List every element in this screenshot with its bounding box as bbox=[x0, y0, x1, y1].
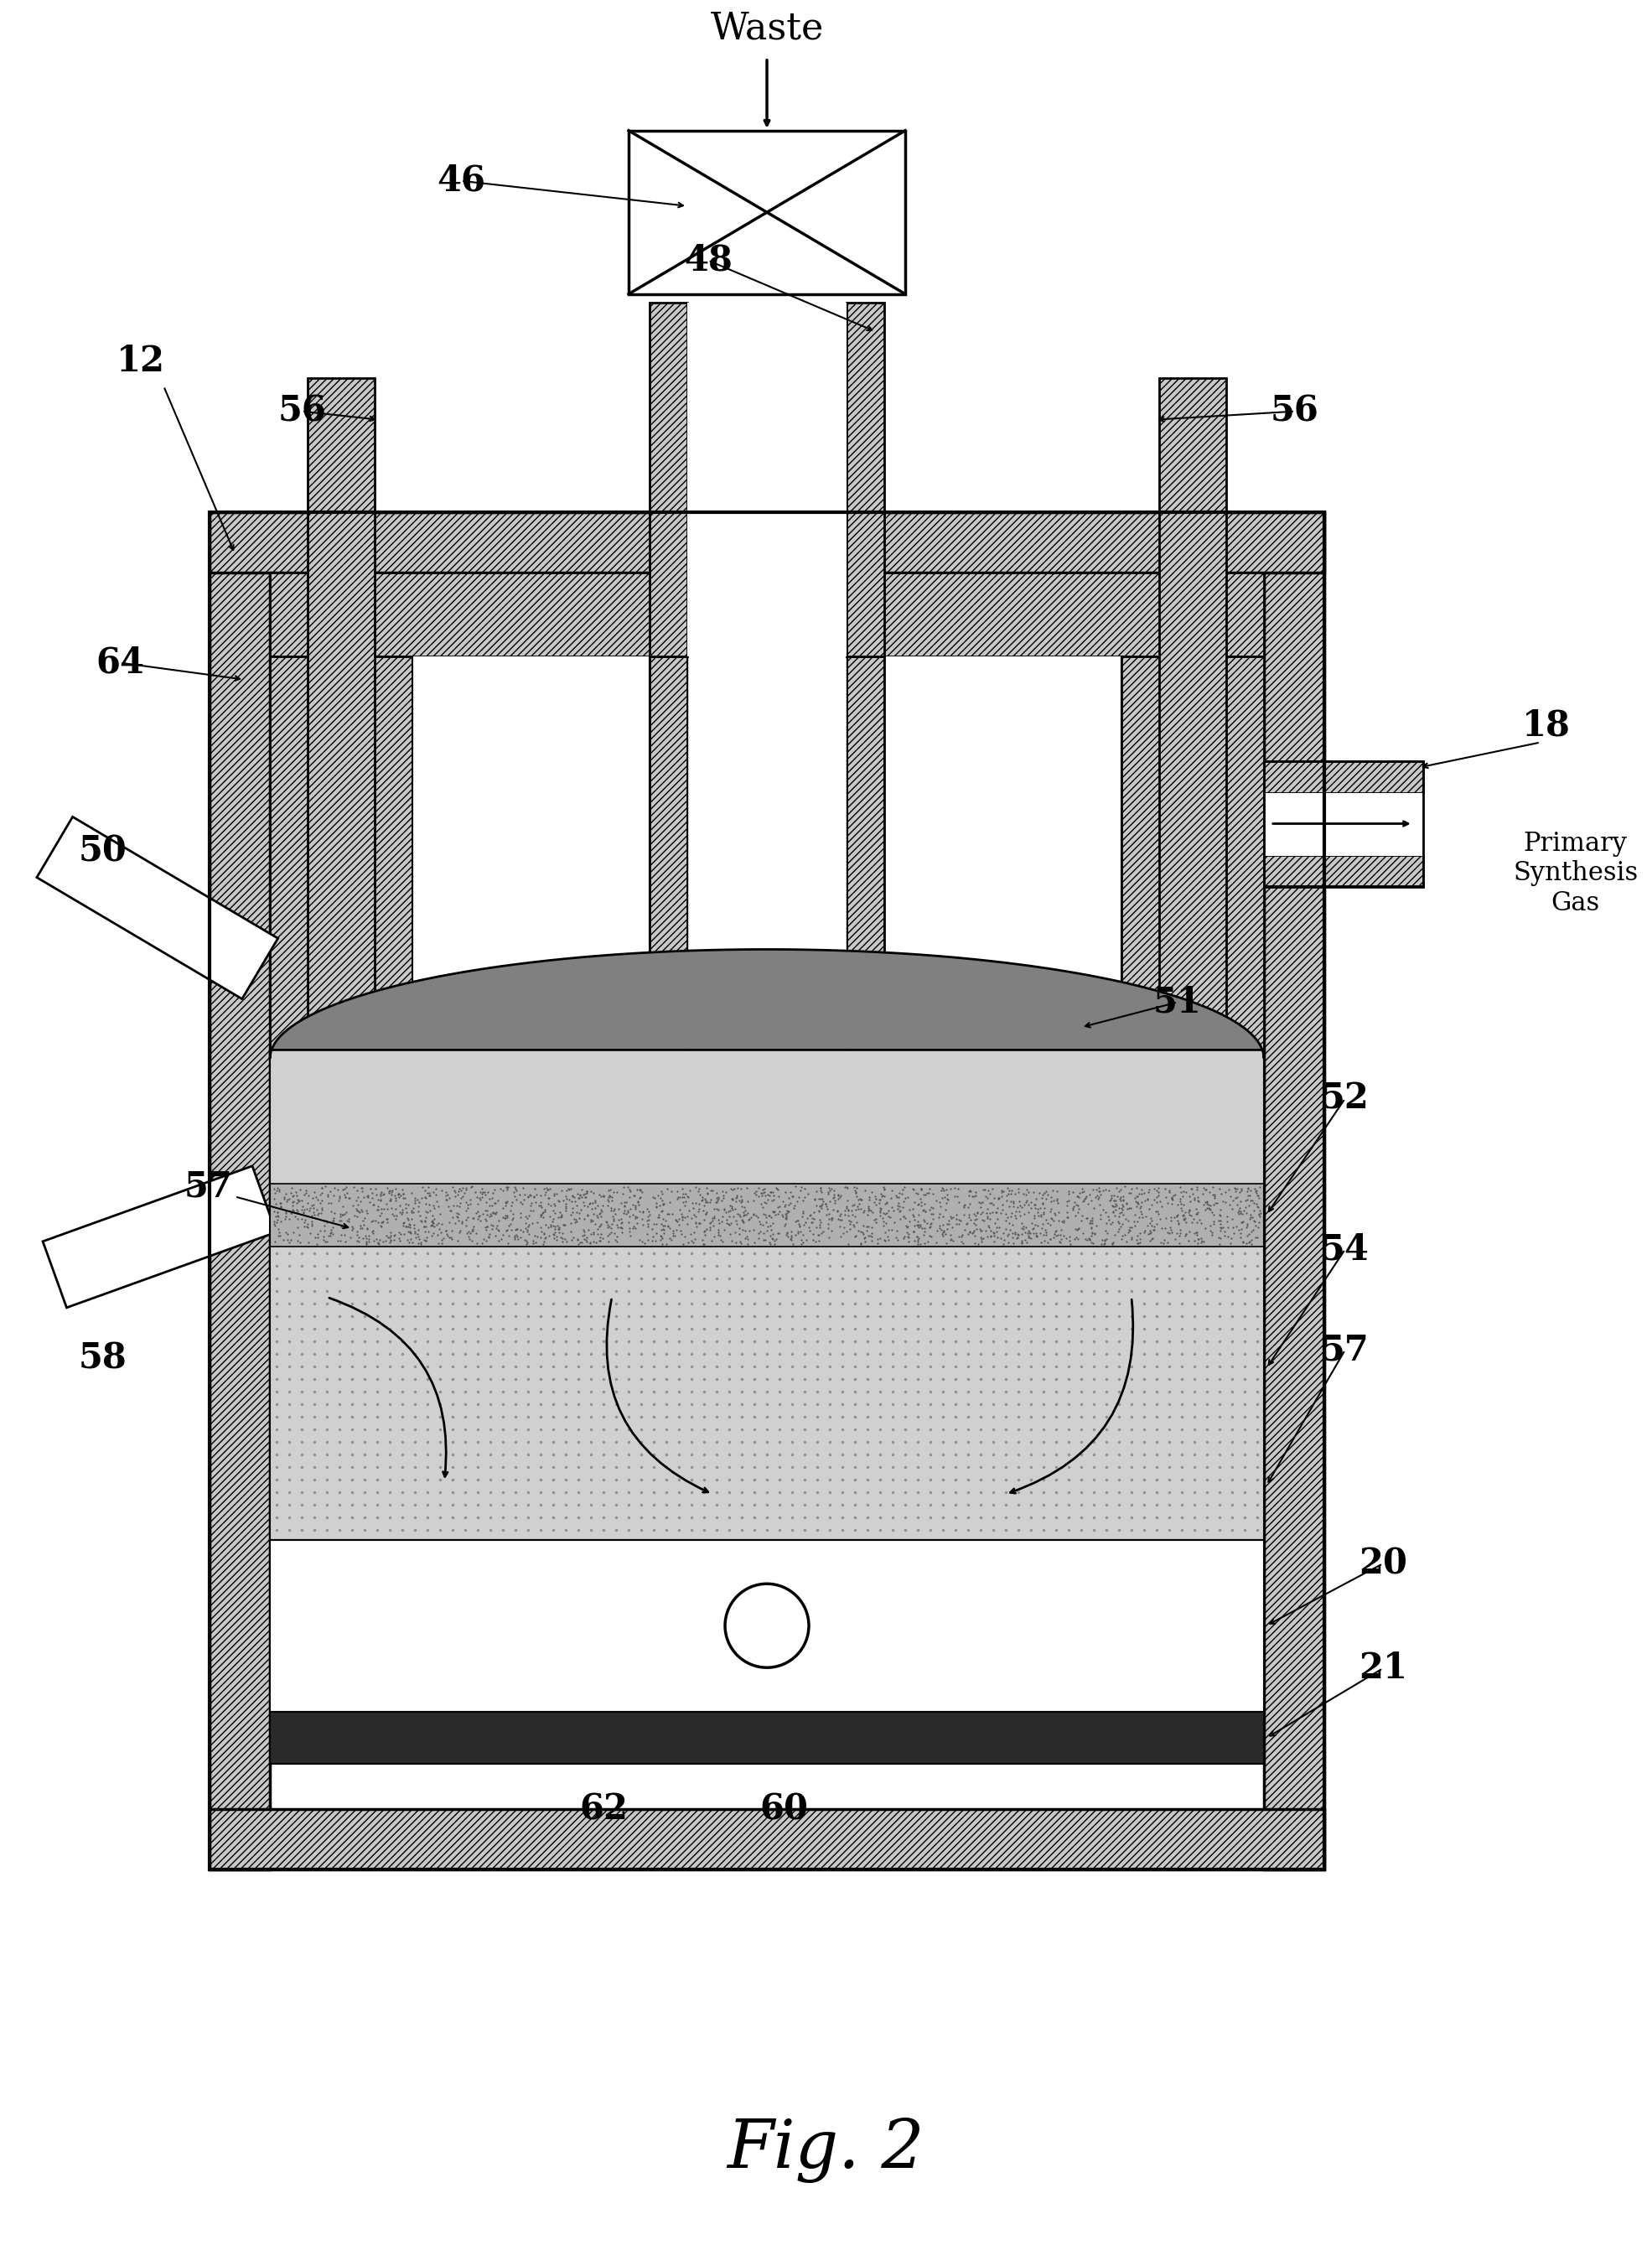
Bar bbox=[210, 512, 1325, 1870]
Text: Fig. 2: Fig. 2 bbox=[727, 2117, 925, 2182]
Bar bbox=[1264, 855, 1422, 887]
Text: 57: 57 bbox=[1322, 1331, 1370, 1367]
Text: 62: 62 bbox=[580, 1792, 628, 1827]
Text: Waste: Waste bbox=[710, 11, 824, 47]
Text: 48: 48 bbox=[684, 242, 732, 278]
Bar bbox=[269, 572, 1264, 656]
Polygon shape bbox=[269, 950, 1264, 1057]
Polygon shape bbox=[36, 817, 278, 999]
Bar bbox=[269, 1051, 1264, 1536]
Text: 21: 21 bbox=[1358, 1650, 1408, 1686]
Text: 51: 51 bbox=[1153, 986, 1201, 1019]
Text: 64: 64 bbox=[96, 644, 144, 680]
Text: 54: 54 bbox=[1322, 1233, 1370, 1266]
Text: 60: 60 bbox=[760, 1792, 808, 1827]
Text: 56: 56 bbox=[278, 393, 325, 429]
Bar bbox=[724, 1583, 811, 1670]
Bar bbox=[1264, 761, 1422, 887]
Polygon shape bbox=[43, 1165, 276, 1307]
Bar bbox=[649, 656, 687, 1051]
Bar bbox=[1122, 656, 1264, 1051]
Bar bbox=[1264, 792, 1422, 855]
Bar bbox=[210, 1809, 1325, 1870]
Text: 50: 50 bbox=[78, 833, 127, 869]
Bar bbox=[269, 1713, 1264, 1765]
Text: Primary
Synthesis
Gas: Primary Synthesis Gas bbox=[1513, 831, 1639, 916]
Text: 12: 12 bbox=[117, 343, 165, 379]
Bar bbox=[687, 656, 846, 1051]
Bar bbox=[1160, 377, 1226, 1051]
Bar bbox=[210, 512, 1325, 572]
Bar bbox=[269, 1246, 1264, 1540]
Text: 52: 52 bbox=[1322, 1080, 1370, 1116]
Bar bbox=[1264, 761, 1422, 792]
Bar bbox=[846, 656, 884, 1051]
Bar bbox=[269, 656, 413, 1051]
Bar bbox=[629, 130, 905, 294]
Text: 18: 18 bbox=[1521, 707, 1571, 743]
Bar bbox=[846, 303, 884, 656]
Text: 46: 46 bbox=[436, 164, 486, 198]
Text: 20: 20 bbox=[1358, 1547, 1408, 1580]
Text: 57: 57 bbox=[183, 1170, 233, 1203]
Text: 56: 56 bbox=[1270, 393, 1318, 429]
Bar bbox=[884, 656, 1122, 1051]
Bar bbox=[269, 1540, 1264, 1713]
Bar bbox=[1264, 512, 1325, 1870]
Bar bbox=[269, 1183, 1264, 1246]
Bar bbox=[649, 303, 687, 656]
Circle shape bbox=[725, 1583, 809, 1668]
Text: 58: 58 bbox=[78, 1340, 127, 1376]
Bar bbox=[210, 512, 269, 1870]
Bar bbox=[413, 656, 649, 1051]
Bar bbox=[307, 377, 375, 1051]
Bar bbox=[687, 303, 846, 656]
